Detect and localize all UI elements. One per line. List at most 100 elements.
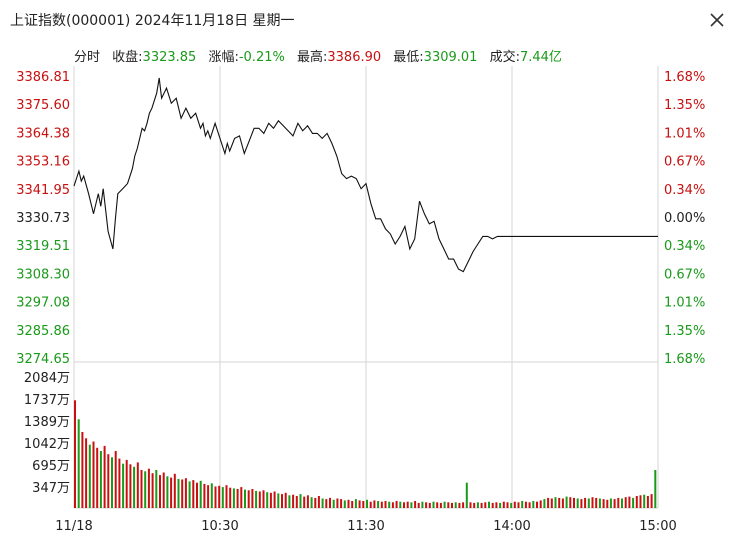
volume-bar (643, 494, 646, 508)
volume-bar (225, 485, 228, 508)
volume-bar (384, 501, 387, 508)
volume-bar (491, 502, 494, 508)
volume-bar (469, 502, 472, 508)
close-label: 收盘: (112, 50, 143, 65)
volume-axis: 2084万 1737万 1389万 1042万 695万 347万 (24, 371, 70, 496)
high-label: 最高: (296, 50, 328, 65)
volume-bar (74, 400, 76, 508)
volume-bar (639, 495, 642, 508)
change-value: -0.21% (238, 50, 285, 65)
volume-bar (462, 502, 465, 508)
volume-tick-label: 2084万 (24, 371, 70, 386)
volume-bar (133, 466, 136, 508)
volume-bar (587, 498, 590, 508)
volume-bar (613, 499, 616, 508)
volume-bar (510, 502, 513, 508)
volume-bar (351, 501, 354, 508)
volume-bar (532, 501, 535, 508)
price-tick-label: 3375.60 (16, 98, 70, 113)
volume-bar (299, 494, 302, 508)
volume-bar (214, 486, 217, 508)
volume-bar (162, 472, 165, 508)
volume-bar (336, 498, 339, 508)
volume-bar (269, 492, 272, 508)
volume-bar (373, 500, 376, 508)
volume-bar (380, 501, 383, 508)
volume-bar (166, 476, 169, 508)
percent-tick-label: 1.01% (664, 296, 705, 311)
change-label: 涨幅: (208, 50, 239, 65)
volume-bar (358, 500, 361, 508)
volume-bar (107, 454, 110, 508)
volume-tick-label: 1737万 (24, 393, 70, 408)
volume-bar (332, 499, 335, 508)
volume-bar (118, 458, 121, 508)
volume-bar (513, 501, 516, 508)
volume-bar (81, 432, 84, 508)
mode-label: 分时 (74, 50, 101, 65)
volume-bar (147, 468, 150, 508)
volume-bar (273, 491, 276, 508)
volume-bar (88, 444, 91, 508)
volume-bar (251, 489, 254, 508)
price-tick-label: 3319.51 (16, 239, 70, 254)
volume-bar (547, 497, 550, 508)
close-value: 3323.85 (142, 50, 197, 65)
volume-bar (170, 477, 173, 508)
volume-bar (155, 470, 158, 508)
volume-bar (306, 495, 309, 508)
price-tick-label: 3274.65 (16, 352, 70, 367)
volume-bar (454, 502, 457, 508)
high-value: 3386.90 (327, 50, 382, 65)
volume-bar (277, 493, 280, 508)
volume-bar (77, 419, 80, 508)
percent-tick-label: 0.34% (664, 239, 705, 254)
percent-axis: 1.68% 1.35% 1.01% 0.67% 0.34% 0.00% 0.34% 0.67%… (664, 70, 705, 367)
volume-bar (617, 497, 620, 508)
volume-bar (451, 502, 453, 508)
volume-bar (399, 501, 402, 508)
price-tick-label: 3297.08 (16, 296, 70, 311)
low-label: 最低: (393, 50, 424, 65)
volume-bar (428, 502, 431, 508)
volume-bar (502, 501, 505, 508)
close-icon[interactable] (703, 6, 731, 34)
volume-bar (196, 482, 198, 508)
volume-bar (576, 498, 579, 508)
volume-bar (343, 500, 346, 508)
price-tick-label: 3308.30 (16, 267, 70, 282)
volume-bar (488, 501, 490, 508)
volume-bar (262, 490, 265, 508)
price-line (73, 77, 658, 273)
volume-bar (244, 489, 246, 508)
title-bar: 上证指数(000001) 2024年11月18日 星期一 (0, 0, 737, 38)
price-tick-label: 3341.95 (16, 183, 70, 198)
volume-bar (465, 482, 468, 508)
price-tick-label: 3285.86 (16, 324, 70, 339)
volume-bar (317, 496, 320, 508)
volume-bar (417, 502, 420, 508)
volume-bar (199, 480, 202, 508)
time-tick-label: 10:30 (201, 519, 238, 534)
volume-bar (85, 438, 88, 508)
volume-bar (99, 451, 102, 508)
volume-bar (377, 501, 380, 508)
volume-bar (432, 501, 435, 508)
volume-bar (628, 496, 631, 508)
volume-bar (598, 498, 601, 508)
percent-tick-label: 0.67% (664, 267, 705, 282)
volume-bar (92, 441, 95, 508)
volume-bar (284, 492, 287, 508)
volume-bar (229, 487, 232, 508)
volume-bar (443, 501, 446, 508)
volume-bar (321, 498, 324, 508)
price-axis: 3386.81 3375.60 3364.38 3353.16 3341.95 3330.… (16, 70, 70, 367)
volume-bar (203, 483, 206, 508)
volume-bar (369, 501, 372, 508)
time-tick-label: 14:00 (493, 519, 530, 534)
volume-bar (550, 498, 553, 508)
volume-bar (406, 501, 409, 508)
volume-bar (329, 497, 331, 508)
volume-bar (476, 502, 479, 508)
time-tick-label: 15:00 (639, 519, 676, 534)
